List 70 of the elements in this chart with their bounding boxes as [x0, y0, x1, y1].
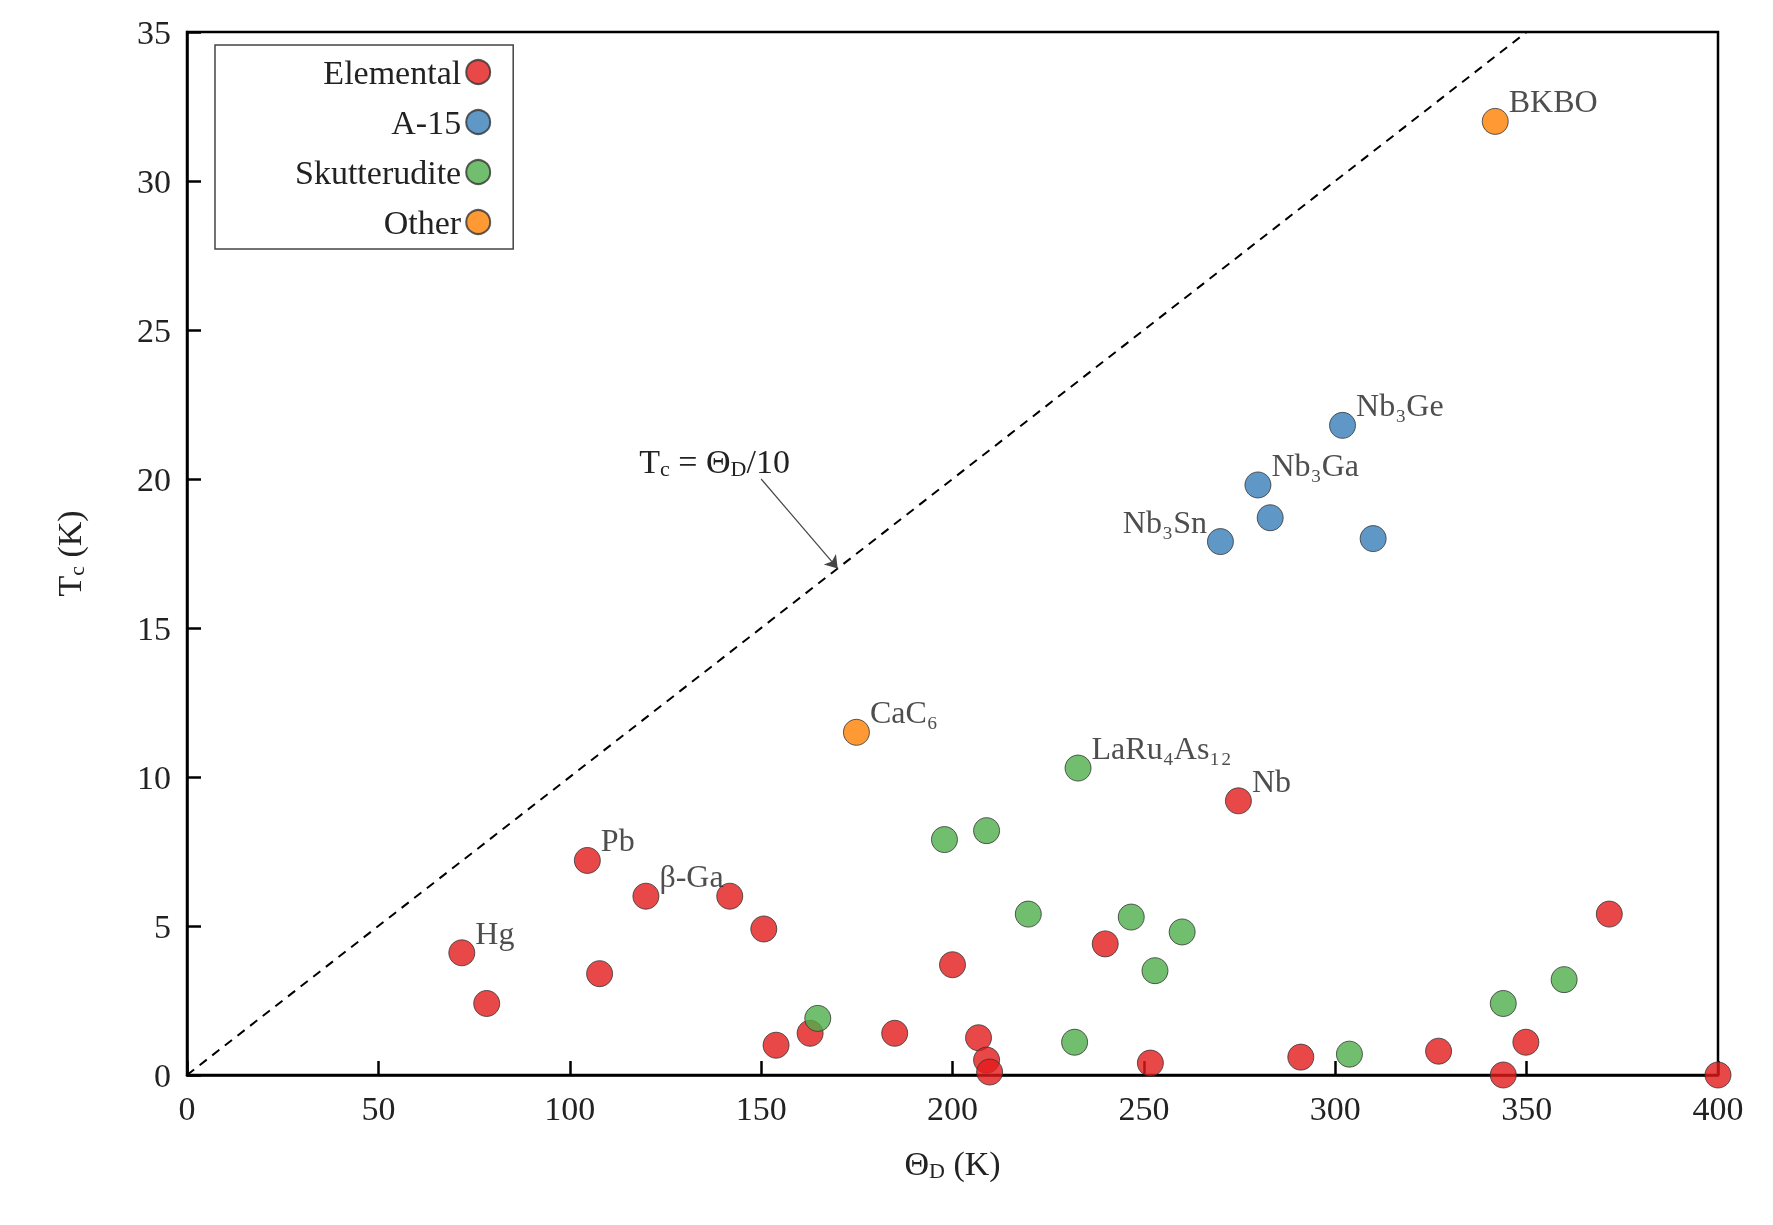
- point: [1136, 1049, 1164, 1077]
- point: [1329, 411, 1357, 439]
- data-label: Pb: [600, 822, 635, 859]
- point: [1489, 1061, 1517, 1089]
- point: [976, 1058, 1004, 1086]
- data-label: Nb₃Ge: [1356, 387, 1444, 424]
- point: [1550, 966, 1578, 994]
- data-label: Nb: [1251, 762, 1292, 799]
- point: [1168, 918, 1196, 946]
- point: [1061, 1028, 1089, 1056]
- legend-label: Other: [383, 203, 462, 241]
- point: [1141, 957, 1169, 985]
- point: [1117, 903, 1145, 931]
- point: [573, 846, 601, 874]
- data-label: Nb₃Ga: [1271, 446, 1360, 483]
- data-label: BKBO: [1508, 83, 1598, 120]
- point: [1359, 525, 1387, 553]
- point: [586, 960, 614, 988]
- point: [930, 826, 958, 854]
- x-tick-label: 50: [361, 1089, 396, 1127]
- point: [965, 1024, 993, 1052]
- x-tick-label: 400: [1692, 1089, 1744, 1127]
- point: [1206, 528, 1234, 556]
- point: [1064, 754, 1092, 782]
- legend-label: A-15: [391, 103, 462, 141]
- y-tick-label: 15: [137, 609, 171, 647]
- point: [842, 718, 870, 746]
- data-label: LaRu₄As₁₂: [1091, 730, 1232, 767]
- legend-label: Elemental: [323, 53, 462, 91]
- y-tick-label: 35: [137, 13, 171, 51]
- point: [1091, 930, 1119, 958]
- point: [750, 915, 778, 943]
- y-tick-label: 5: [154, 907, 171, 945]
- x-tick-label: 300: [1309, 1089, 1361, 1127]
- x-tick-label: 100: [544, 1089, 596, 1127]
- point: [804, 1004, 832, 1032]
- data-label: Hg: [475, 914, 515, 951]
- y-tick-label: 20: [137, 460, 171, 498]
- y-tick-label: 10: [137, 758, 171, 796]
- point: [1489, 989, 1517, 1017]
- point: [1335, 1040, 1363, 1068]
- x-tick-label: 200: [927, 1089, 978, 1127]
- y-tick-label: 0: [154, 1056, 171, 1094]
- y-axis-title: Tc (K): [50, 510, 89, 597]
- point: [1244, 471, 1272, 499]
- point: [1014, 900, 1042, 928]
- legend-label: Skutterudite: [295, 153, 462, 191]
- point: [1425, 1037, 1453, 1065]
- x-tick-label: 350: [1501, 1089, 1553, 1127]
- x-tick-label: 250: [1118, 1089, 1170, 1127]
- point: [881, 1019, 909, 1047]
- point: [1595, 900, 1623, 928]
- point: [1481, 107, 1509, 135]
- y-tick-label: 30: [137, 162, 171, 200]
- point: [1256, 504, 1284, 532]
- point: [1224, 787, 1252, 815]
- x-tick-label: 0: [178, 1089, 196, 1127]
- point: [939, 951, 966, 979]
- data-label: Nb₃Sn: [1122, 503, 1207, 540]
- point: [1512, 1028, 1540, 1056]
- point: [473, 989, 501, 1017]
- x-tick-label: 150: [735, 1089, 787, 1127]
- y-tick-label: 25: [137, 311, 171, 349]
- data-label: CaC₆: [869, 694, 938, 731]
- point: [632, 882, 660, 910]
- point: [1287, 1043, 1315, 1071]
- point: [973, 817, 1001, 845]
- point: [762, 1031, 790, 1059]
- data-label: β-Ga: [659, 858, 724, 895]
- point: [448, 939, 476, 967]
